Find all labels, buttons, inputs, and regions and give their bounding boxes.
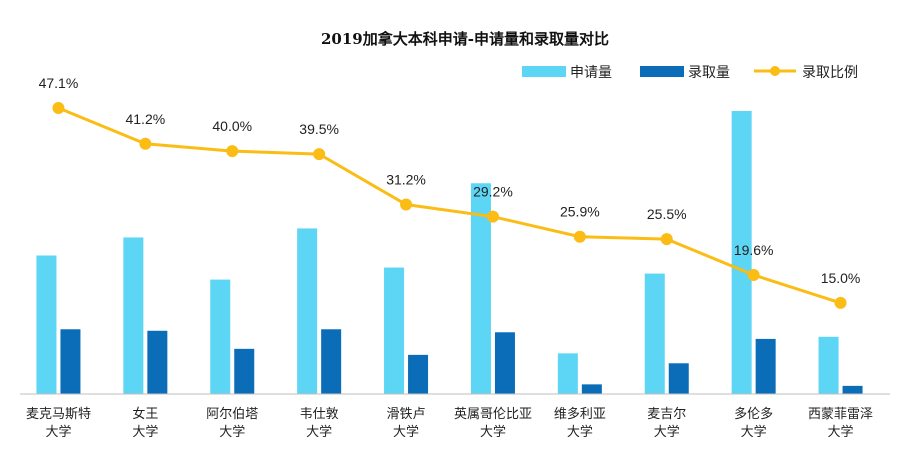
ratio-data-label: 29.2% bbox=[473, 184, 513, 200]
x-tick-label: 大学 bbox=[132, 424, 158, 440]
x-tick-label: 滑铁卢 bbox=[387, 406, 426, 422]
x-tick-label: 大学 bbox=[480, 424, 506, 440]
bar-admissions bbox=[842, 385, 863, 394]
bar-admissions bbox=[147, 330, 168, 394]
legend-label-applications: 申请量 bbox=[570, 65, 612, 81]
legend-label-ratio: 录取比例 bbox=[802, 65, 858, 81]
x-tick-label: 麦克马斯特 bbox=[26, 407, 91, 422]
bar-admissions bbox=[755, 338, 776, 394]
ratio-point bbox=[834, 296, 847, 309]
legend-swatch-applications bbox=[522, 66, 566, 77]
ratio-point bbox=[573, 230, 586, 243]
ratio-data-label: 39.5% bbox=[299, 121, 339, 137]
x-tick-label: 大学 bbox=[306, 424, 332, 440]
x-tick-label: 大学 bbox=[393, 424, 419, 440]
category-labels: 麦克马斯特大学女王大学阿尔伯塔大学韦仕敦大学滑铁卢大学英属哥伦比亚大学维多利亚大… bbox=[26, 406, 873, 440]
ratio-data-label: 40.0% bbox=[212, 118, 252, 134]
ratio-point bbox=[486, 210, 499, 223]
ratio-point bbox=[52, 101, 65, 114]
x-tick-label: 多伦多 bbox=[734, 406, 773, 422]
x-tick-label: 西蒙菲雷泽 bbox=[808, 407, 873, 422]
ratio-data-label: 31.2% bbox=[386, 172, 426, 188]
bar-applications bbox=[818, 336, 839, 394]
bar-group bbox=[36, 111, 863, 394]
bar-applications bbox=[557, 353, 578, 394]
x-tick-label: 英属哥伦比亚 bbox=[454, 407, 532, 422]
ratio-data-label: 25.5% bbox=[647, 206, 687, 222]
ratio-data-label: 47.1% bbox=[39, 75, 79, 91]
x-tick-label: 女王 bbox=[132, 406, 158, 422]
bar-admissions bbox=[581, 384, 602, 394]
x-tick-label: 大学 bbox=[654, 424, 680, 440]
x-tick-label: 大学 bbox=[45, 424, 71, 440]
ratio-point bbox=[226, 145, 239, 158]
x-tick-label: 维多利亚 bbox=[554, 406, 606, 422]
bar-admissions bbox=[408, 354, 429, 394]
ratio-point bbox=[400, 198, 413, 211]
bar-admissions bbox=[668, 363, 689, 394]
x-tick-label: 大学 bbox=[219, 424, 245, 440]
bar-admissions bbox=[321, 329, 342, 394]
ratio-data-label: 25.9% bbox=[560, 204, 600, 220]
bar-applications bbox=[36, 255, 57, 394]
x-tick-label: 阿尔伯塔 bbox=[206, 407, 258, 422]
bar-applications bbox=[297, 228, 318, 394]
ratio-line-group: 47.1% 41.2% 40.0% 39.5% 31.2% 29.2% 25.9% 25.5%… bbox=[39, 75, 861, 309]
legend-marker-ratio bbox=[770, 66, 780, 76]
bar-applications bbox=[210, 279, 231, 394]
x-tick-label: 麦吉尔 bbox=[647, 407, 686, 422]
bar-admissions bbox=[494, 332, 515, 394]
bar-applications bbox=[123, 237, 144, 394]
legend-label-admissions: 录取量 bbox=[688, 65, 730, 81]
ratio-point bbox=[660, 233, 673, 246]
ratio-line bbox=[57, 106, 842, 305]
bar-admissions bbox=[60, 329, 81, 394]
ratio-point bbox=[747, 268, 760, 281]
x-tick-label: 大学 bbox=[741, 424, 767, 440]
x-tick-label: 大学 bbox=[828, 424, 854, 440]
x-tick-label: 韦仕敦 bbox=[300, 406, 339, 422]
ratio-data-label: 15.0% bbox=[821, 270, 861, 286]
bar-applications bbox=[470, 183, 491, 394]
legend: 申请量 录取量 录取比例 bbox=[522, 65, 858, 81]
bar-admissions bbox=[234, 348, 255, 394]
bar-applications bbox=[731, 111, 752, 394]
x-tick-label: 大学 bbox=[567, 424, 593, 440]
ratio-data-label: 41.2% bbox=[125, 111, 165, 127]
legend-swatch-admissions bbox=[640, 66, 684, 77]
ratio-point bbox=[139, 137, 152, 150]
ratio-data-label: 19.6% bbox=[734, 242, 774, 258]
bar-applications bbox=[384, 267, 405, 394]
bar-applications bbox=[644, 273, 665, 394]
chart-title: 2019加拿大本科申请-申请量和录取量对比 bbox=[321, 30, 609, 48]
ratio-point bbox=[313, 148, 326, 161]
